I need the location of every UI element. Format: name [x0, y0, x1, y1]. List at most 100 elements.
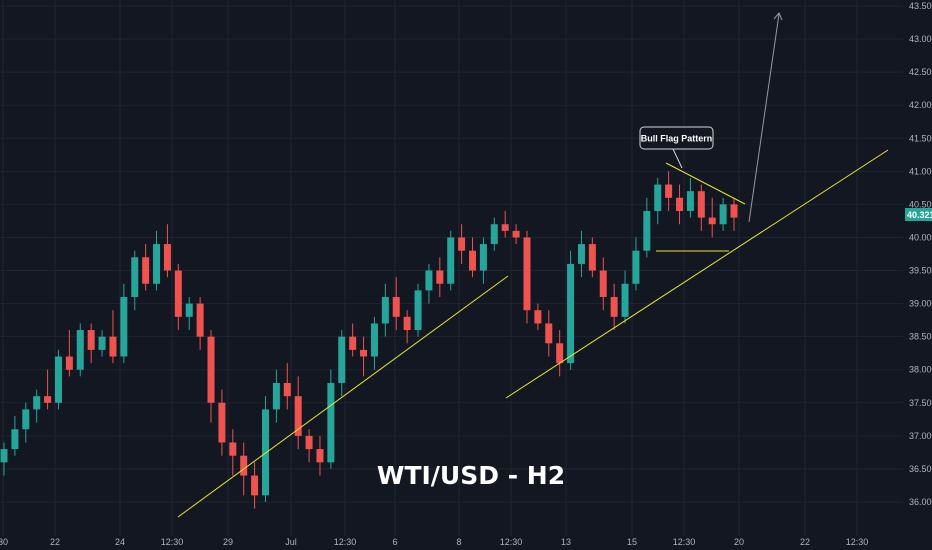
candle-body: [490, 224, 498, 245]
candle-body: [153, 244, 161, 284]
candle-body: [577, 244, 585, 264]
candle-body: [501, 224, 509, 231]
price-tick-label: 38.500: [909, 332, 932, 342]
candle-body: [567, 263, 575, 364]
candle-body: [109, 336, 117, 357]
candle-body: [327, 382, 335, 463]
candle-body: [425, 270, 433, 291]
time-tick-label: 12:30: [500, 537, 523, 547]
candle-body: [251, 475, 259, 496]
candle-body: [196, 303, 204, 337]
time-tick-label: 12:30: [673, 537, 696, 547]
time-tick-label: 30: [0, 537, 8, 547]
candle-body: [534, 310, 542, 324]
price-tick-label: 40.500: [909, 199, 932, 209]
candle-body: [719, 204, 727, 225]
candle-body: [33, 396, 41, 410]
bull-flag-label: Bull Flag Pattern: [641, 134, 713, 144]
candle-body: [697, 191, 705, 218]
candle-body: [730, 204, 738, 218]
candle-body: [349, 336, 357, 350]
candle-body: [512, 230, 520, 238]
price-tick-label: 39.000: [909, 299, 932, 309]
time-tick-label: 22: [50, 537, 60, 547]
candle-body: [185, 303, 193, 317]
price-tick-label: 37.500: [909, 398, 932, 408]
price-tick-label: 42.000: [909, 100, 932, 110]
candle-body: [240, 455, 248, 476]
arrow-head-icon: [773, 12, 783, 21]
bull-flag-callout[interactable]: [639, 126, 714, 150]
candle-body: [556, 343, 564, 364]
candle-body: [381, 296, 389, 324]
candle-body: [120, 296, 128, 357]
candle-body: [654, 184, 662, 212]
candle-body: [610, 296, 618, 317]
drawings: Bull Flag Pattern: [177, 12, 889, 518]
support-trendline-1[interactable]: [177, 275, 509, 518]
time-tick-label: 12:30: [161, 537, 184, 547]
candle-body: [479, 244, 487, 271]
candle-body: [174, 270, 182, 317]
candle-body: [87, 330, 95, 350]
candle-body: [588, 244, 596, 271]
candle-body: [65, 356, 73, 370]
candlestick-series: [0, 171, 738, 509]
price-tick-label: 36.000: [909, 497, 932, 507]
support-trendline-2[interactable]: [505, 149, 889, 399]
time-tick-label: 22: [800, 537, 810, 547]
last-price-badge: [905, 208, 932, 221]
price-axis[interactable]: 36.000 36.500 37.000 37.500 38.000 38.500 39.0…: [909, 1, 932, 507]
price-tick-label: 39.500: [909, 266, 932, 276]
grid: [0, 0, 903, 536]
candle-body: [676, 197, 684, 212]
candle-body: [131, 257, 139, 297]
time-tick-label: 29: [223, 537, 233, 547]
candle-body: [98, 336, 106, 350]
price-tick-label: 41.000: [909, 166, 932, 176]
time-tick-label: 12:30: [846, 537, 869, 547]
time-tick-label: 6: [392, 537, 397, 547]
time-tick-label: 13: [561, 537, 571, 547]
candle-body: [469, 250, 477, 271]
candle-body: [316, 449, 324, 463]
time-tick-label: 20: [734, 537, 744, 547]
time-tick-label: 24: [115, 537, 125, 547]
flag-upper-line[interactable]: [665, 162, 746, 205]
candle-body: [392, 296, 400, 317]
price-tick-label: 41.500: [909, 133, 932, 143]
candle-body: [403, 316, 411, 331]
candle-body: [665, 184, 673, 198]
candle-body: [621, 283, 629, 317]
candle-body: [218, 402, 226, 443]
candle-body: [54, 356, 62, 403]
last-price-value: 40.321: [907, 210, 932, 220]
price-tick-label: 43.000: [909, 34, 932, 44]
price-tick-label: 42.500: [909, 67, 932, 77]
time-axis[interactable]: 30 22 24 12:30 29 Jul 12:30 6 8 12:30 13 15 12:30 20 2…: [0, 537, 868, 547]
last-price-marker: 40.321: [905, 208, 932, 221]
candle-body: [458, 237, 466, 251]
candle-body: [305, 435, 313, 450]
candle-body: [272, 382, 280, 410]
candle-body: [632, 250, 640, 284]
breakout-arrow-line[interactable]: [748, 13, 780, 223]
candle-body: [229, 442, 237, 456]
candle-body: [338, 336, 346, 383]
candle-body: [523, 237, 531, 311]
time-tick-label: 15: [627, 537, 637, 547]
candle-body: [436, 270, 444, 284]
candle-body: [294, 396, 302, 436]
candle-body: [708, 217, 716, 225]
candle-body: [44, 396, 52, 403]
candle-body: [11, 429, 19, 450]
candle-body: [414, 290, 422, 331]
candle-body: [76, 330, 84, 370]
candle-body: [360, 349, 368, 357]
candle-body: [0, 449, 8, 463]
candle-body: [447, 237, 455, 284]
candle-body: [686, 191, 694, 212]
candle-body: [207, 336, 215, 403]
price-tick-label: 36.500: [909, 464, 932, 474]
